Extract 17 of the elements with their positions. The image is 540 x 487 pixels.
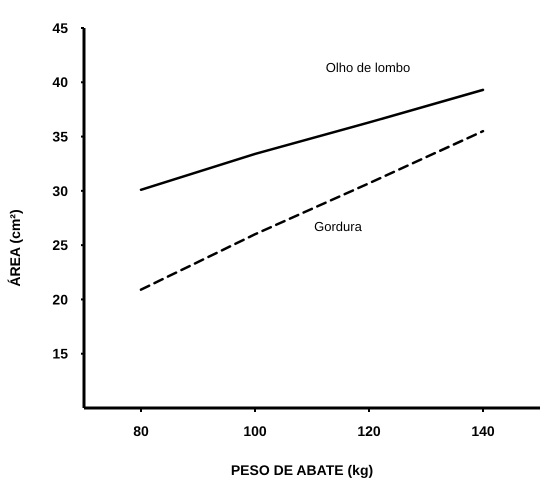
- line-series: [140, 88, 484, 192]
- line-series: [140, 130, 484, 291]
- y-tick-label: 45: [52, 20, 68, 36]
- y-tick-label: 25: [52, 237, 68, 254]
- x-axis-title: PESO DE ABATE (kg): [230, 462, 374, 478]
- x-tick-label: 120: [357, 423, 381, 439]
- x-tick-label: 100: [243, 423, 267, 439]
- y-tick-label: 30: [52, 182, 68, 199]
- series-label: Gordura: [314, 219, 363, 234]
- x-tick-label: 140: [471, 423, 495, 439]
- y-tick-label: 20: [52, 291, 68, 308]
- y-axis-title: ÁREA (cm²): [7, 209, 23, 287]
- y-tick-label: 15: [52, 346, 68, 362]
- y-tick-label: 40: [52, 74, 68, 90]
- x-tick-label: 80: [133, 423, 149, 439]
- y-tick-label: 35: [52, 128, 68, 144]
- text: Olho de lombo: [326, 60, 410, 75]
